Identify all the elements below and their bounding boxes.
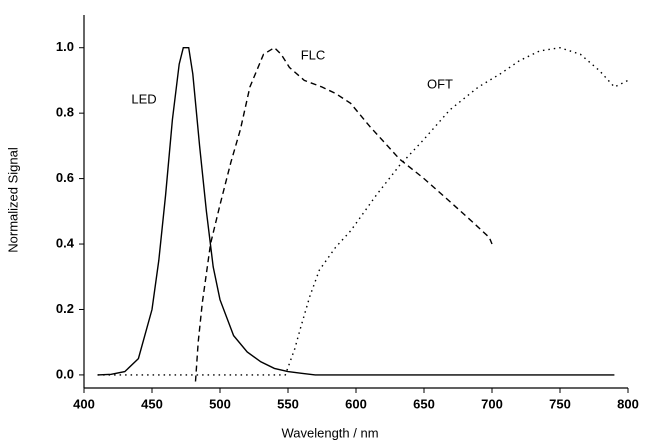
y-tick-label: 0.6 xyxy=(56,170,74,185)
x-tick-label: 650 xyxy=(413,396,435,411)
series-label: OFT xyxy=(427,76,453,91)
x-tick-label: 400 xyxy=(73,396,95,411)
y-tick-label: 1.0 xyxy=(56,39,74,54)
x-tick-label: 800 xyxy=(617,396,639,411)
series-line xyxy=(97,46,629,376)
y-tick-label: 0.4 xyxy=(56,235,75,250)
x-tick-label: 450 xyxy=(141,396,163,411)
x-tick-label: 500 xyxy=(209,396,231,411)
x-tick-label: 600 xyxy=(345,396,367,411)
series-label: FLC xyxy=(301,47,326,62)
series-label: LED xyxy=(131,91,156,106)
y-tick-label: 0.8 xyxy=(56,105,74,120)
x-tick-label: 750 xyxy=(549,396,571,411)
y-axis-label: Normalized Signal xyxy=(5,147,20,253)
y-tick-label: 0.2 xyxy=(56,301,74,316)
series-line xyxy=(194,46,493,382)
x-tick-label: 700 xyxy=(481,396,503,411)
series-line xyxy=(97,47,615,376)
x-tick-label: 550 xyxy=(277,396,299,411)
y-tick-label: 0.0 xyxy=(56,366,74,381)
x-axis-label: Wavelength / nm xyxy=(281,425,378,440)
